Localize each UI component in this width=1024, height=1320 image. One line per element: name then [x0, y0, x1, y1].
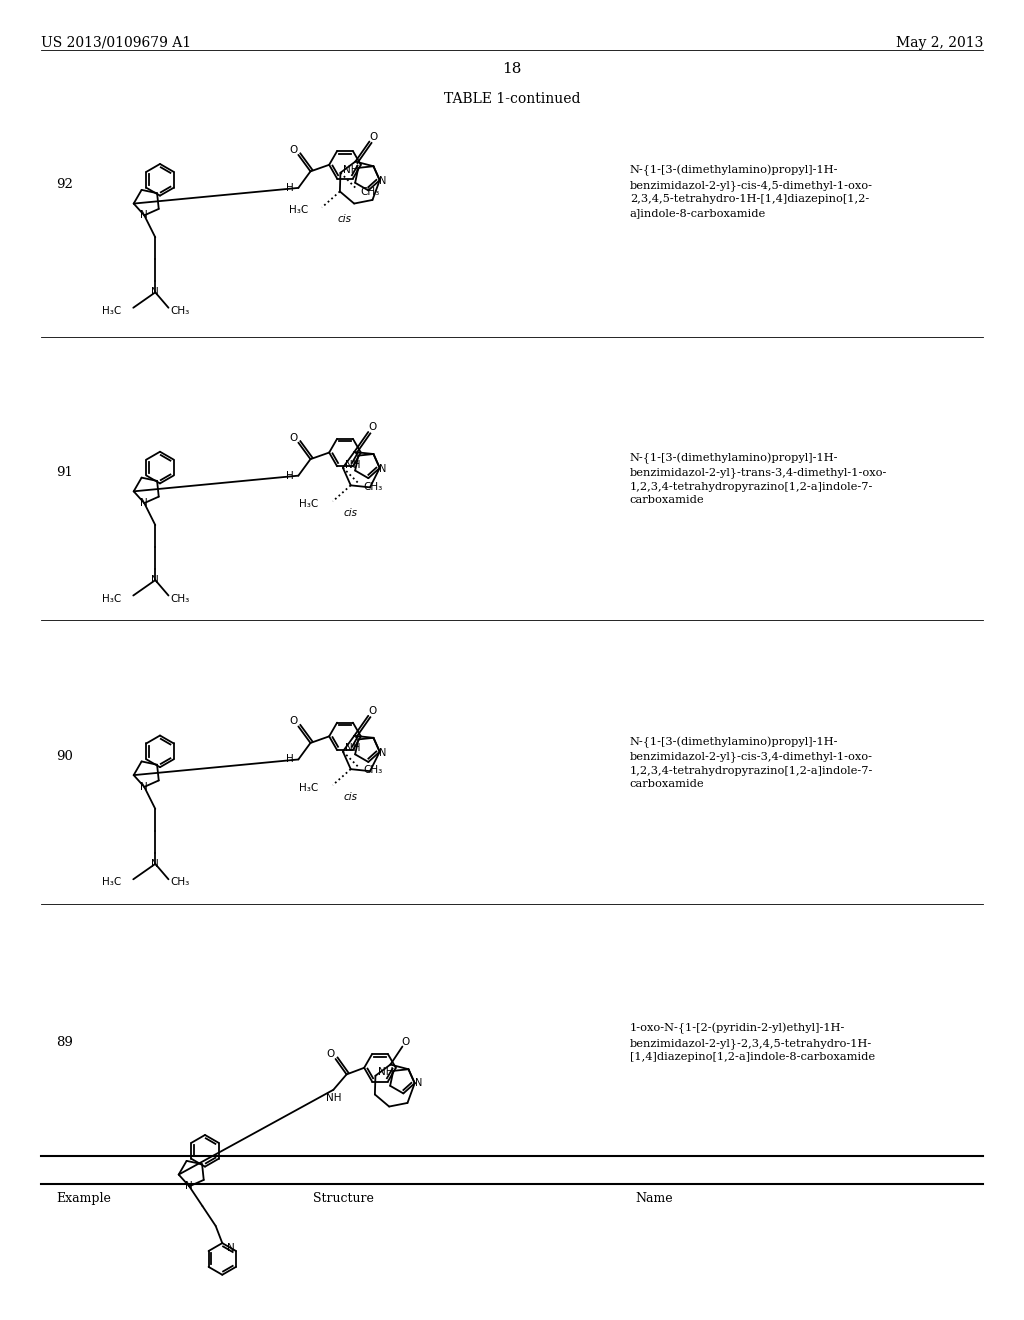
Text: N: N — [140, 498, 148, 508]
Text: May 2, 2013: May 2, 2013 — [896, 36, 983, 50]
Text: H₃C: H₃C — [299, 499, 318, 510]
Text: O: O — [401, 1036, 410, 1047]
Text: O: O — [368, 706, 377, 715]
Text: 89: 89 — [56, 1036, 73, 1049]
Text: cis: cis — [344, 792, 357, 803]
Text: cis: cis — [337, 214, 351, 224]
Text: H₃C: H₃C — [299, 783, 318, 793]
Text: Structure: Structure — [312, 1192, 374, 1205]
Text: 92: 92 — [56, 178, 73, 191]
Text: H: H — [287, 755, 294, 764]
Text: 18: 18 — [503, 62, 521, 77]
Text: 1-oxo-N-{1-[2-(pyridin-2-yl)ethyl]-1H-
benzimidazol-2-yl}-2,3,4,5-tetrahydro-1H-: 1-oxo-N-{1-[2-(pyridin-2-yl)ethyl]-1H- b… — [630, 1023, 874, 1063]
Text: cis: cis — [344, 508, 357, 519]
Text: TABLE 1-continued: TABLE 1-continued — [443, 92, 581, 107]
Text: N-{1-[3-(dimethylamino)propyl]-1H-
benzimidazol-2-yl}-cis-3,4-dimethyl-1-oxo-
1,: N-{1-[3-(dimethylamino)propyl]-1H- benzi… — [630, 737, 873, 789]
Text: CH₃: CH₃ — [364, 766, 383, 775]
Text: N: N — [140, 210, 148, 220]
Text: NH: NH — [343, 165, 358, 174]
Text: O: O — [289, 717, 298, 726]
Text: N: N — [152, 859, 159, 869]
Text: N: N — [379, 747, 386, 758]
Text: CH₃: CH₃ — [360, 186, 380, 197]
Text: Name: Name — [635, 1192, 673, 1205]
Text: 91: 91 — [56, 466, 73, 479]
Text: CH₃: CH₃ — [171, 306, 190, 315]
Text: CH₃: CH₃ — [171, 878, 190, 887]
Text: H₃C: H₃C — [102, 594, 121, 603]
Text: O: O — [368, 422, 377, 432]
Text: N: N — [140, 781, 148, 792]
Text: H: H — [287, 183, 294, 193]
Text: NH: NH — [378, 1067, 393, 1077]
Text: H₃C: H₃C — [102, 878, 121, 887]
Text: N: N — [152, 576, 159, 585]
Text: H: H — [287, 471, 294, 480]
Text: NH: NH — [345, 459, 360, 470]
Text: N: N — [379, 463, 386, 474]
Text: NH: NH — [326, 1093, 341, 1102]
Text: H₃C: H₃C — [289, 206, 308, 215]
Text: N: N — [152, 288, 159, 297]
Text: N: N — [227, 1243, 234, 1253]
Text: O: O — [289, 145, 298, 154]
Text: US 2013/0109679 A1: US 2013/0109679 A1 — [41, 36, 191, 50]
Text: N-{1-[3-(dimethylamino)propyl]-1H-
benzimidazol-2-yl}-trans-3,4-dimethyl-1-oxo-
: N-{1-[3-(dimethylamino)propyl]-1H- benzi… — [630, 453, 887, 506]
Text: Example: Example — [56, 1192, 112, 1205]
Text: O: O — [289, 433, 298, 442]
Text: N: N — [185, 1181, 194, 1192]
Text: O: O — [327, 1049, 335, 1059]
Text: NH: NH — [345, 743, 360, 754]
Text: N: N — [415, 1078, 422, 1088]
Text: 90: 90 — [56, 750, 73, 763]
Text: CH₃: CH₃ — [364, 482, 383, 491]
Text: O: O — [370, 132, 378, 141]
Text: CH₃: CH₃ — [171, 594, 190, 603]
Text: H₃C: H₃C — [102, 306, 121, 315]
Text: N-{1-[3-(dimethylamino)propyl]-1H-
benzimidazol-2-yl}-cis-4,5-dimethyl-1-oxo-
2,: N-{1-[3-(dimethylamino)propyl]-1H- benzi… — [630, 165, 872, 218]
Text: N: N — [379, 176, 386, 186]
